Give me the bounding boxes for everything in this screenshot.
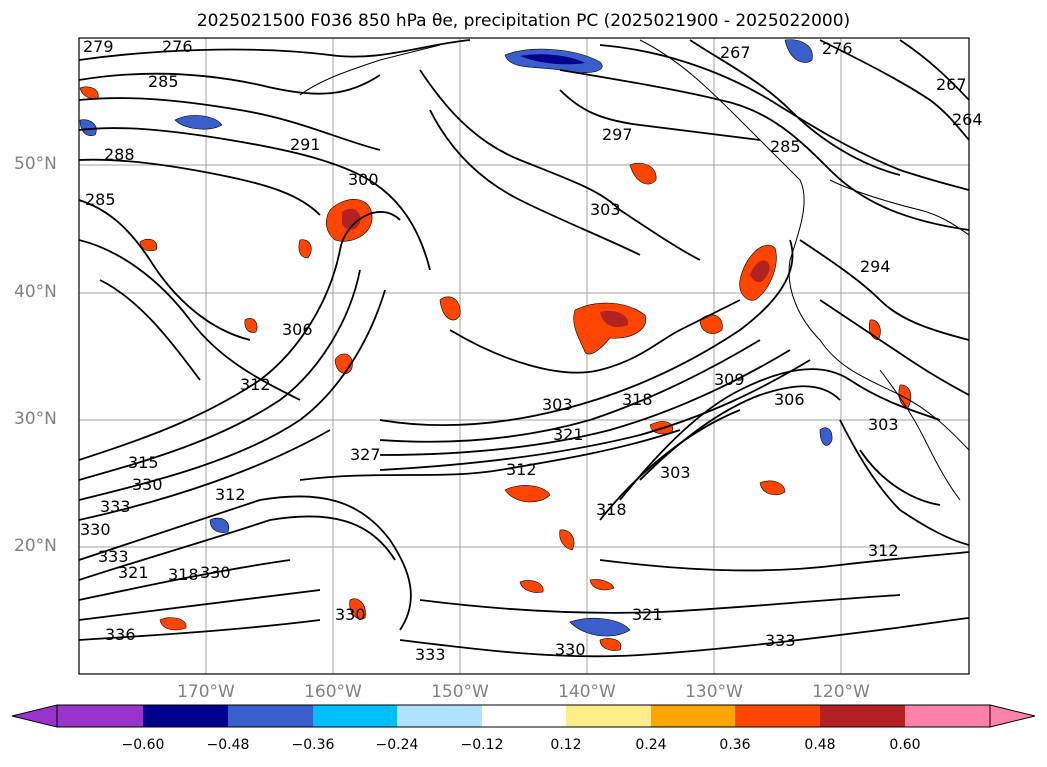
contour-label: 312 — [240, 375, 271, 394]
contour-label: 276 — [162, 37, 193, 56]
contour-label: 315 — [128, 453, 159, 472]
lat-label: 20°N — [14, 536, 57, 556]
colorbar-tick-label: −0.12 — [460, 737, 504, 753]
contour-label: 285 — [148, 72, 179, 91]
colorbar-segment — [905, 705, 990, 727]
contour-label: 303 — [542, 395, 573, 414]
lon-label: 130°W — [685, 682, 743, 702]
contour-label: 318 — [596, 500, 627, 519]
contour-label: 321 — [118, 563, 149, 582]
lon-label: 160°W — [304, 682, 362, 702]
colorbar — [11, 704, 1036, 728]
colorbar-tick-label: −0.48 — [206, 737, 250, 753]
contour-label: 303 — [590, 200, 621, 219]
lon-label: 120°W — [812, 682, 870, 702]
contour-label: 330 — [200, 563, 231, 582]
contour-label: 333 — [765, 631, 796, 650]
colorbar-tick-label: 0.36 — [719, 737, 751, 753]
colorbar-tick-label: −0.60 — [121, 737, 165, 753]
contour-label: 330 — [80, 520, 111, 539]
colorbar-extend-low — [11, 704, 58, 728]
lat-label: 30°N — [14, 409, 57, 429]
contour-label: 321 — [632, 605, 663, 624]
contour-label: 318 — [168, 565, 199, 584]
lon-label: 170°W — [177, 682, 235, 702]
contour-label: 312 — [215, 485, 246, 504]
colorbar-segment — [397, 705, 482, 727]
contour-label: 267 — [936, 75, 967, 94]
lat-label: 40°N — [14, 282, 57, 302]
contour-label: 285 — [85, 190, 116, 209]
colorbar-segment — [57, 705, 143, 727]
contour-label: 312 — [868, 541, 899, 560]
map-plot-area — [79, 38, 969, 674]
coastline — [299, 39, 969, 501]
contour-label: 285 — [770, 137, 801, 156]
colorbar-extend-high — [989, 704, 1036, 728]
contour-label: 294 — [860, 257, 891, 276]
contour-label: 330 — [555, 640, 586, 659]
contour-label: 309 — [714, 370, 745, 389]
contour-label: 303 — [660, 463, 691, 482]
contour-label: 264 — [952, 110, 983, 129]
map-title: 2025021500 F036 850 hPa θe, precipitatio… — [196, 11, 851, 31]
colorbar-segment — [566, 705, 651, 727]
colorbar-segment — [313, 705, 397, 727]
precipitation-blobs — [79, 39, 912, 651]
contour-label: 336 — [105, 625, 136, 644]
colorbar-tick-label: −0.36 — [291, 737, 335, 753]
contour-label: 330 — [335, 605, 366, 624]
contour-label: 321 — [553, 425, 584, 444]
colorbar-segment — [820, 705, 905, 727]
colorbar-tick-label: 0.24 — [635, 737, 667, 753]
colorbar-segment — [228, 705, 313, 727]
colorbar-segment — [482, 705, 566, 727]
contour-label: 279 — [83, 37, 114, 56]
colorbar-segment — [651, 705, 735, 727]
contour-label: 288 — [104, 145, 135, 164]
contour-label: 333 — [100, 497, 131, 516]
lon-label: 150°W — [431, 682, 489, 702]
colorbar-tick-label: −0.24 — [375, 737, 419, 753]
lat-label: 50°N — [14, 154, 57, 174]
contour-label: 333 — [98, 547, 129, 566]
contour-label-group: 279 276 285 288 285 291 300 297 267 276 … — [80, 37, 983, 664]
contour-label: 300 — [348, 170, 379, 189]
contour-label: 267 — [720, 43, 751, 62]
contour-label: 291 — [290, 135, 321, 154]
colorbar-segment — [143, 705, 228, 727]
lon-label: 140°W — [558, 682, 616, 702]
contour-label: 327 — [350, 445, 381, 464]
contour-label: 318 — [622, 390, 653, 409]
gridlines — [79, 38, 969, 674]
contour-label: 297 — [602, 125, 633, 144]
contour-label: 306 — [282, 320, 313, 339]
contour-label: 276 — [822, 39, 853, 58]
colorbar-tick-label: 0.60 — [889, 737, 921, 753]
colorbar-segment — [735, 705, 820, 727]
contour-label: 330 — [132, 475, 163, 494]
contour-label: 306 — [774, 390, 805, 409]
colorbar-frame — [56, 704, 991, 728]
colorbar-tick-label: 0.48 — [804, 737, 836, 753]
contour-label: 303 — [868, 415, 899, 434]
theta-e-contours — [79, 39, 969, 658]
contour-label: 312 — [506, 460, 537, 479]
map-frame — [78, 37, 970, 675]
contour-label: 333 — [415, 645, 446, 664]
colorbar-tick-label: 0.12 — [550, 737, 582, 753]
